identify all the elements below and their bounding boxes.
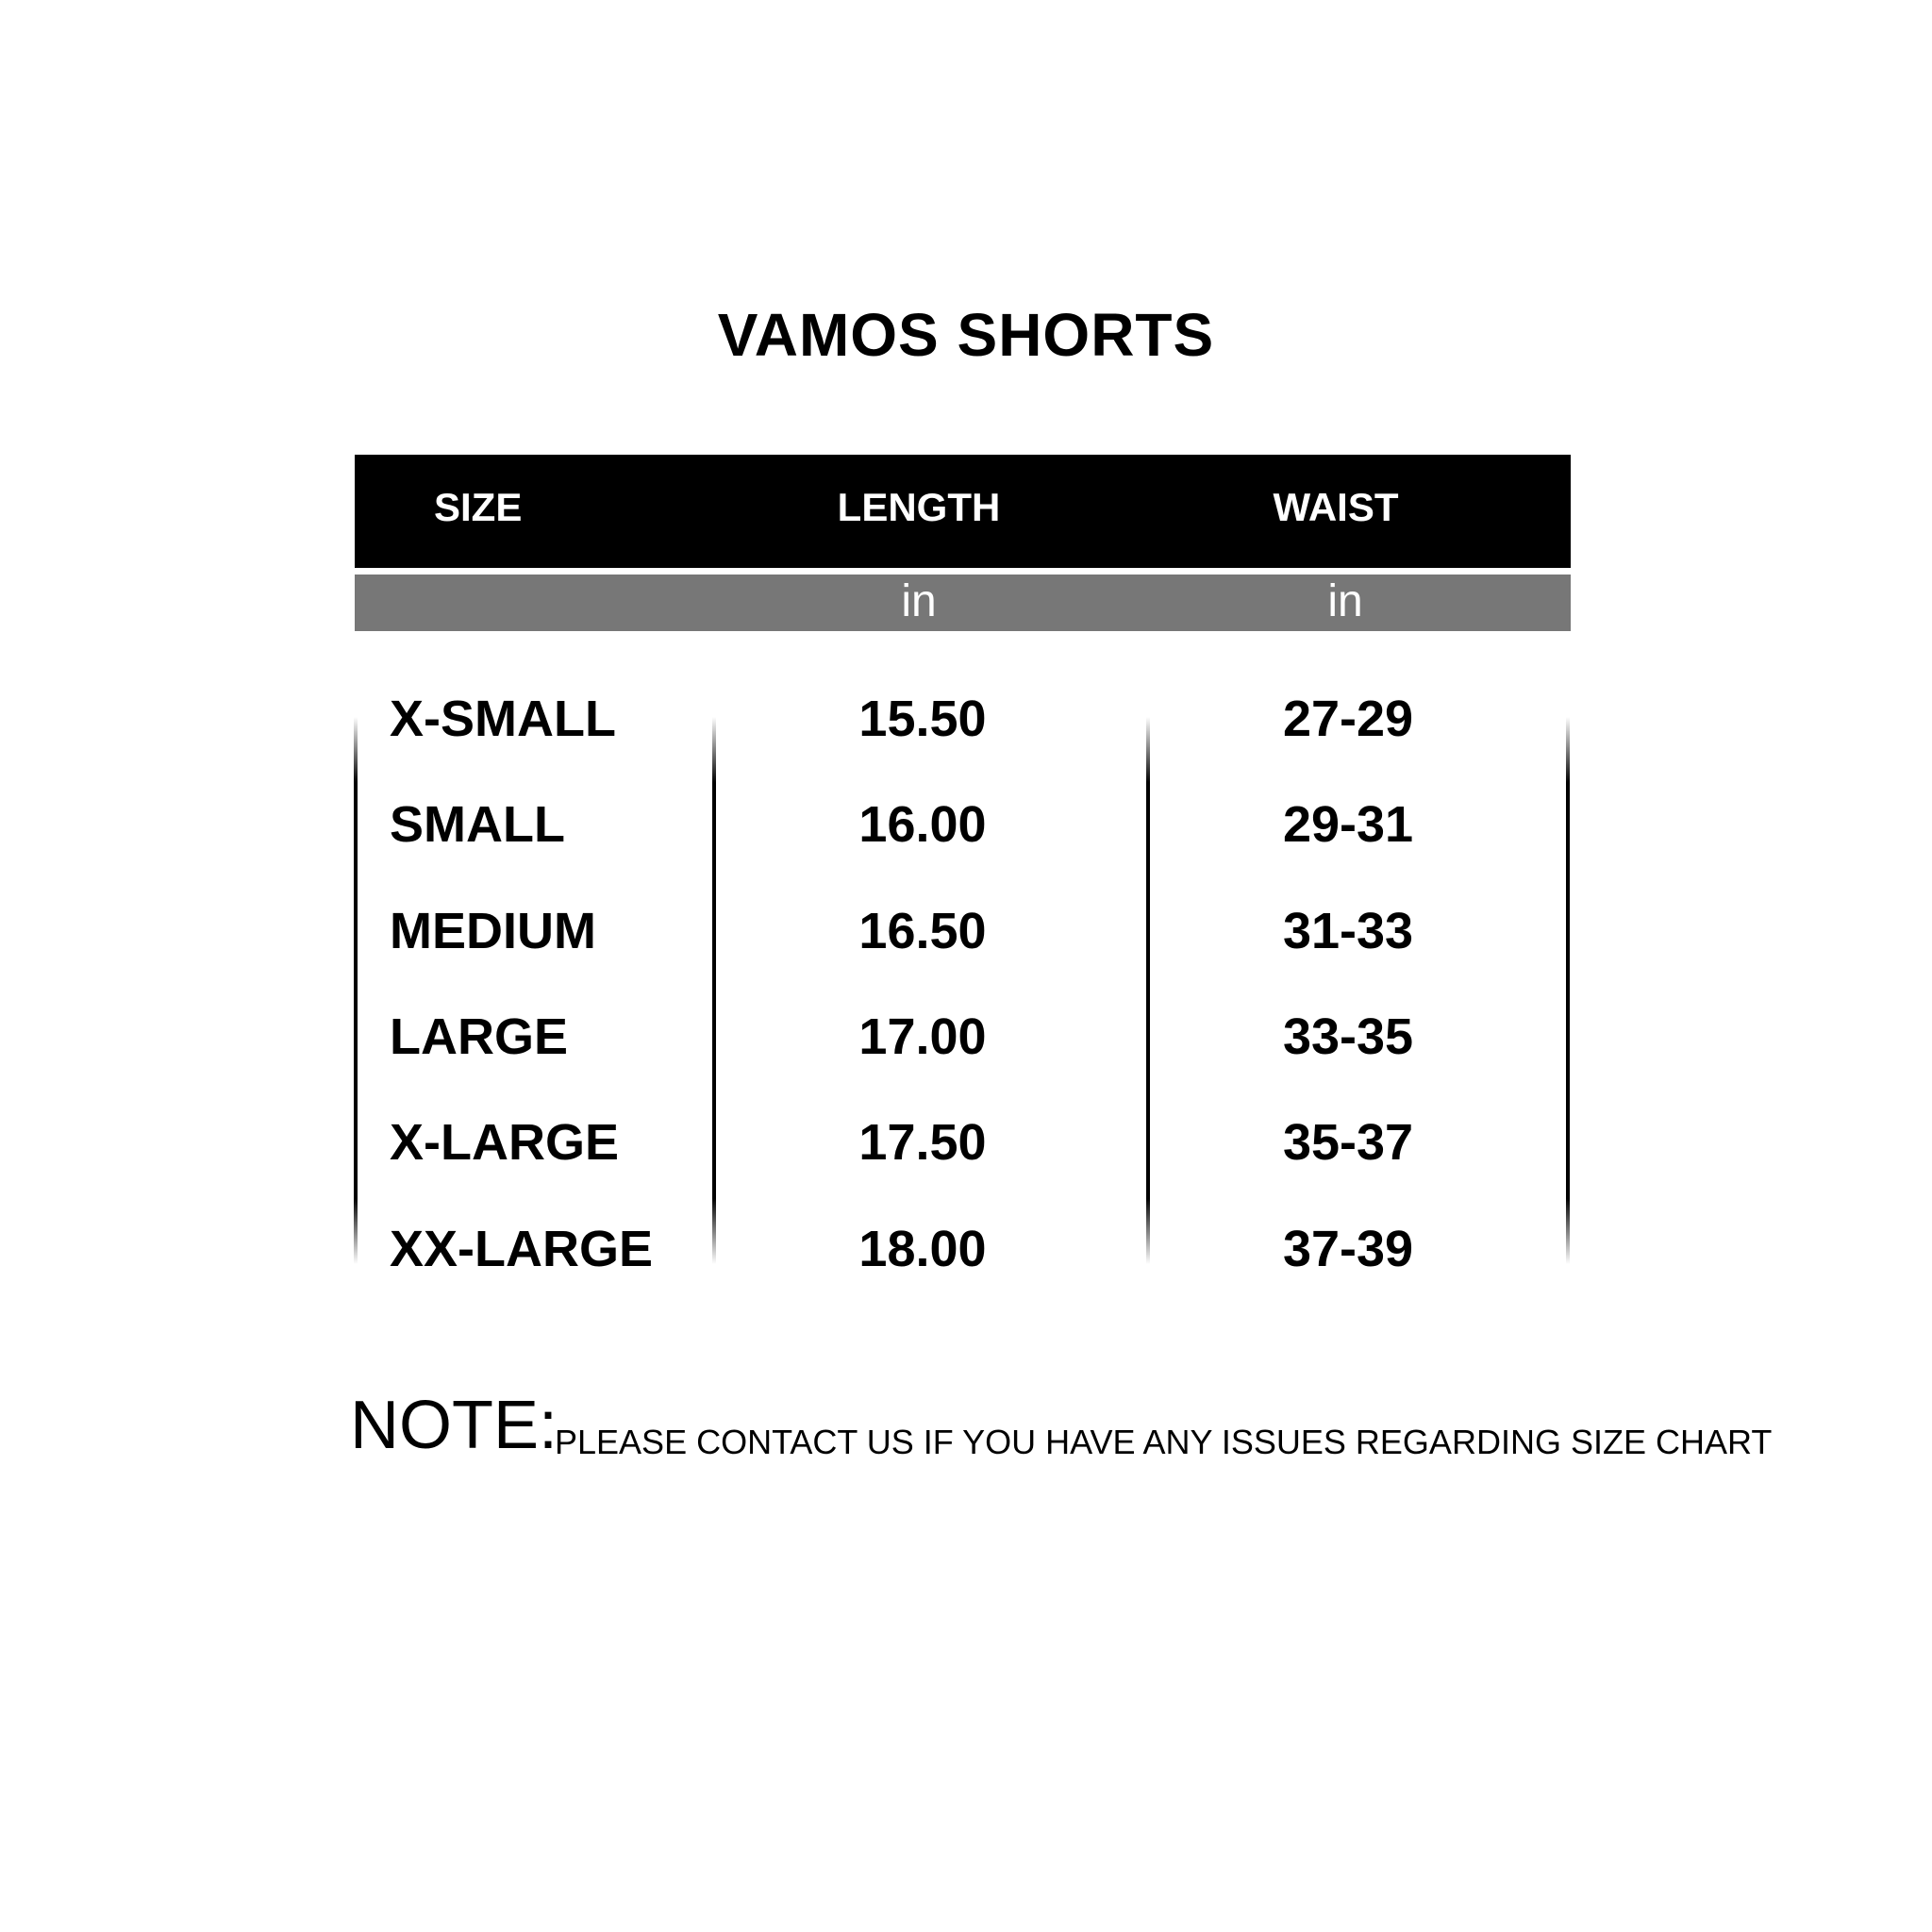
cell-length: 15.50 [858,691,987,747]
cell-waist: 27-29 [1282,691,1414,747]
cell-length: 16.50 [858,903,987,959]
cell-waist: 35-37 [1282,1114,1414,1171]
column-divider [712,717,716,1264]
cell-waist: 31-33 [1282,903,1414,959]
cell-size: X-SMALL [390,691,616,747]
cell-size: XX-LARGE [390,1221,654,1277]
header-waist: WAIST [1273,485,1399,529]
column-divider [1146,717,1150,1264]
page-title: VAMOS SHORTS [717,301,1215,369]
note-text: PLEASE CONTACT US IF YOU HAVE ANY ISSUES… [555,1423,1773,1461]
unit-length: in [901,576,937,626]
unit-waist: in [1327,576,1363,626]
column-divider [1566,717,1570,1264]
cell-waist: 33-35 [1282,1008,1414,1065]
note-label: NOTE: [350,1388,558,1463]
cell-waist: 29-31 [1282,796,1414,853]
cell-length: 17.50 [858,1114,987,1171]
cell-size: X-LARGE [390,1114,619,1171]
units-row [355,575,1571,631]
cell-waist: 37-39 [1282,1221,1414,1277]
header-length: LENGTH [837,485,1001,529]
cell-length: 17.00 [858,1008,987,1065]
header-size: SIZE [434,485,523,529]
table-header [355,455,1571,568]
cell-size: MEDIUM [390,903,596,959]
cell-length: 16.00 [858,796,987,853]
cell-length: 18.00 [858,1221,987,1277]
column-divider [354,717,358,1264]
cell-size: SMALL [390,796,565,853]
cell-size: LARGE [390,1008,568,1065]
